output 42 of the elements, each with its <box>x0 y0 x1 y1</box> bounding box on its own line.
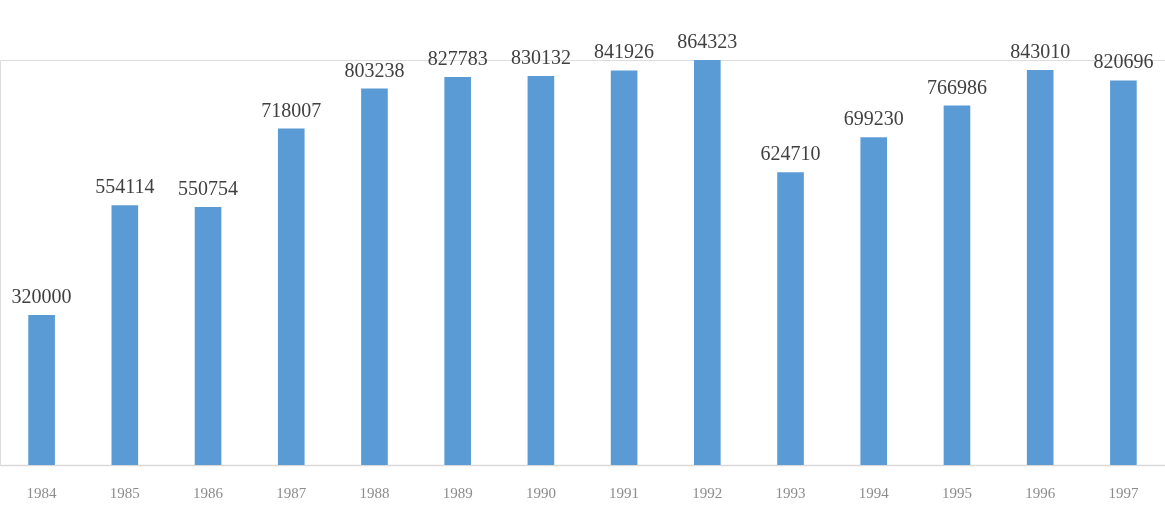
x-tick-label: 1991 <box>609 484 640 501</box>
bar <box>860 137 888 465</box>
bar <box>444 77 471 465</box>
x-tick-label: 1990 <box>525 484 556 501</box>
bar <box>1026 69 1054 465</box>
bar <box>194 206 222 465</box>
x-tick-label: 1985 <box>109 484 140 501</box>
bar <box>111 205 139 465</box>
bar <box>527 76 555 465</box>
x-tick-label: 1997 <box>1108 484 1139 501</box>
data-label: 766986 <box>926 75 987 98</box>
x-tick-label: 1987 <box>276 484 307 501</box>
data-label: 843010 <box>1010 39 1071 62</box>
data-label: 554114 <box>95 175 155 198</box>
bar <box>777 172 804 465</box>
x-tick-label: 1996 <box>1025 484 1056 501</box>
data-label: 624710 <box>760 142 821 165</box>
x-tick-label: 1993 <box>775 484 806 501</box>
data-label: 718007 <box>261 98 322 121</box>
data-label: 830132 <box>510 46 571 69</box>
x-tick-label: 1995 <box>941 484 972 501</box>
bar <box>610 70 638 465</box>
data-label: 864323 <box>677 30 738 52</box>
data-label: 803238 <box>344 58 405 81</box>
data-label: 320000 <box>11 285 72 308</box>
data-label: 699230 <box>843 107 904 130</box>
bar <box>28 315 55 465</box>
data-label: 841926 <box>594 40 655 63</box>
x-tick-label: 1988 <box>359 484 390 501</box>
data-label: 820696 <box>1093 50 1154 73</box>
x-tick-label: 1986 <box>193 484 224 501</box>
x-tick-label: 1984 <box>26 484 58 501</box>
bar <box>361 88 388 465</box>
bar <box>1110 80 1137 465</box>
x-tick-label: 1994 <box>858 484 890 501</box>
data-label: 550754 <box>178 176 239 199</box>
x-tick-label: 1992 <box>692 484 723 501</box>
bar <box>943 105 971 465</box>
bar <box>277 128 305 465</box>
x-tick-label: 1989 <box>442 484 473 501</box>
data-label: 827783 <box>427 47 488 70</box>
bar <box>694 60 721 465</box>
